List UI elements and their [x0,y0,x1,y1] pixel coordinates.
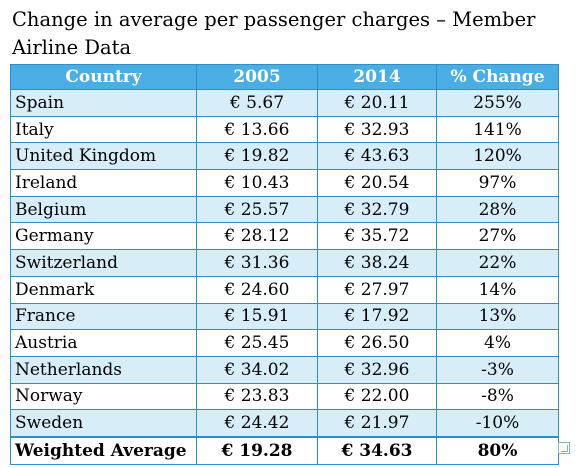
cell-country: Norway [10,382,197,411]
cell-2014: € 20.11 [317,89,437,117]
footer-2005: € 19.28 [196,435,318,465]
header-2005: 2005 [196,64,318,90]
cell-2005: € 34.02 [196,355,318,384]
cell-2005: € 13.66 [196,115,318,144]
cell-country: Belgium [10,195,197,224]
cell-2014: € 17.92 [317,302,437,331]
table-row: Italy € 13.66 € 32.93 141% [10,115,559,144]
cell-2005: € 5.67 [196,89,318,117]
table-row: Norway € 23.83 € 22.00 -8% [10,382,559,411]
cell-change: -10% [436,409,559,438]
table-row: Ireland € 10.43 € 20.54 97% [10,169,559,197]
table-row: United Kingdom € 19.82 € 43.63 120% [10,142,559,171]
table-row: Germany € 28.12 € 35.72 27% [10,222,559,251]
cell-country: Spain [10,89,197,117]
cell-country: Denmark [10,275,197,304]
cell-2005: € 28.12 [196,222,318,251]
cell-change: 255% [436,89,559,117]
cell-change: 120% [436,142,559,171]
footer-country: Weighted Average [10,435,197,465]
cell-2014: € 32.93 [317,115,437,144]
cell-2005: € 15.91 [196,302,318,331]
cell-country: France [10,302,197,331]
table-body: Spain € 5.67 € 20.11 255% Italy € 13.66 € 32.9… [10,89,559,438]
cell-2005: € 10.43 [196,169,318,197]
cell-2014: € 35.72 [317,222,437,251]
table-row: Sweden € 24.42 € 21.97 -10% [10,409,559,438]
cell-2005: € 25.45 [196,329,318,357]
cell-change: 97% [436,169,559,197]
header-row: Country 2005 2014 % Change [10,64,559,90]
cell-2014: € 20.54 [317,169,437,197]
footer-2014: € 34.63 [317,435,437,465]
cell-change: -3% [436,355,559,384]
table-row: France € 15.91 € 17.92 13% [10,302,559,331]
cell-change: 141% [436,115,559,144]
charges-table-frame: Country 2005 2014 % Change Spain € 5.67 € … [10,64,559,465]
cell-country: Austria [10,329,197,357]
cell-2005: € 19.82 [196,142,318,171]
cell-country: Sweden [10,409,197,438]
cell-2005: € 31.36 [196,249,318,277]
cell-change: 13% [436,302,559,331]
cell-change: 22% [436,249,559,277]
charges-table: Country 2005 2014 % Change Spain € 5.67 € … [10,64,559,465]
cell-change: 27% [436,222,559,251]
table-row: Austria € 25.45 € 26.50 4% [10,329,559,357]
table-row: Netherlands € 34.02 € 32.96 -3% [10,355,559,384]
cell-country: Switzerland [10,249,197,277]
cell-change: 4% [436,329,559,357]
cell-change: -8% [436,382,559,411]
header-2014: 2014 [317,64,437,90]
cell-2014: € 38.24 [317,249,437,277]
cell-country: Italy [10,115,197,144]
header-country: Country [10,64,197,90]
header-change: % Change [436,64,559,90]
cell-2005: € 24.60 [196,275,318,304]
cell-2005: € 23.83 [196,382,318,411]
cell-change: 14% [436,275,559,304]
cell-2014: € 27.97 [317,275,437,304]
footer-change: 80% [436,435,559,465]
cell-change: 28% [436,195,559,224]
table-row: Denmark € 24.60 € 27.97 14% [10,275,559,304]
table-row: Switzerland € 31.36 € 38.24 22% [10,249,559,277]
resize-handle-icon[interactable] [558,442,570,454]
weighted-average-row: Weighted Average € 19.28 € 34.63 80% [10,435,559,465]
cell-2014: € 43.63 [317,142,437,171]
cell-2014: € 22.00 [317,382,437,411]
table-footer: Weighted Average € 19.28 € 34.63 80% [10,435,559,465]
cell-2005: € 25.57 [196,195,318,224]
table-header: Country 2005 2014 % Change [10,64,559,90]
cell-2014: € 32.79 [317,195,437,224]
cell-country: Netherlands [10,355,197,384]
cell-2014: € 21.97 [317,409,437,438]
cell-country: Germany [10,222,197,251]
cell-2014: € 32.96 [317,355,437,384]
cell-2014: € 26.50 [317,329,437,357]
cell-country: United Kingdom [10,142,197,171]
table-row: Belgium € 25.57 € 32.79 28% [10,195,559,224]
document-title: Change in average per passenger charges … [12,8,536,59]
table-row: Spain € 5.67 € 20.11 255% [10,89,559,117]
cell-2005: € 24.42 [196,409,318,438]
cell-country: Ireland [10,169,197,197]
